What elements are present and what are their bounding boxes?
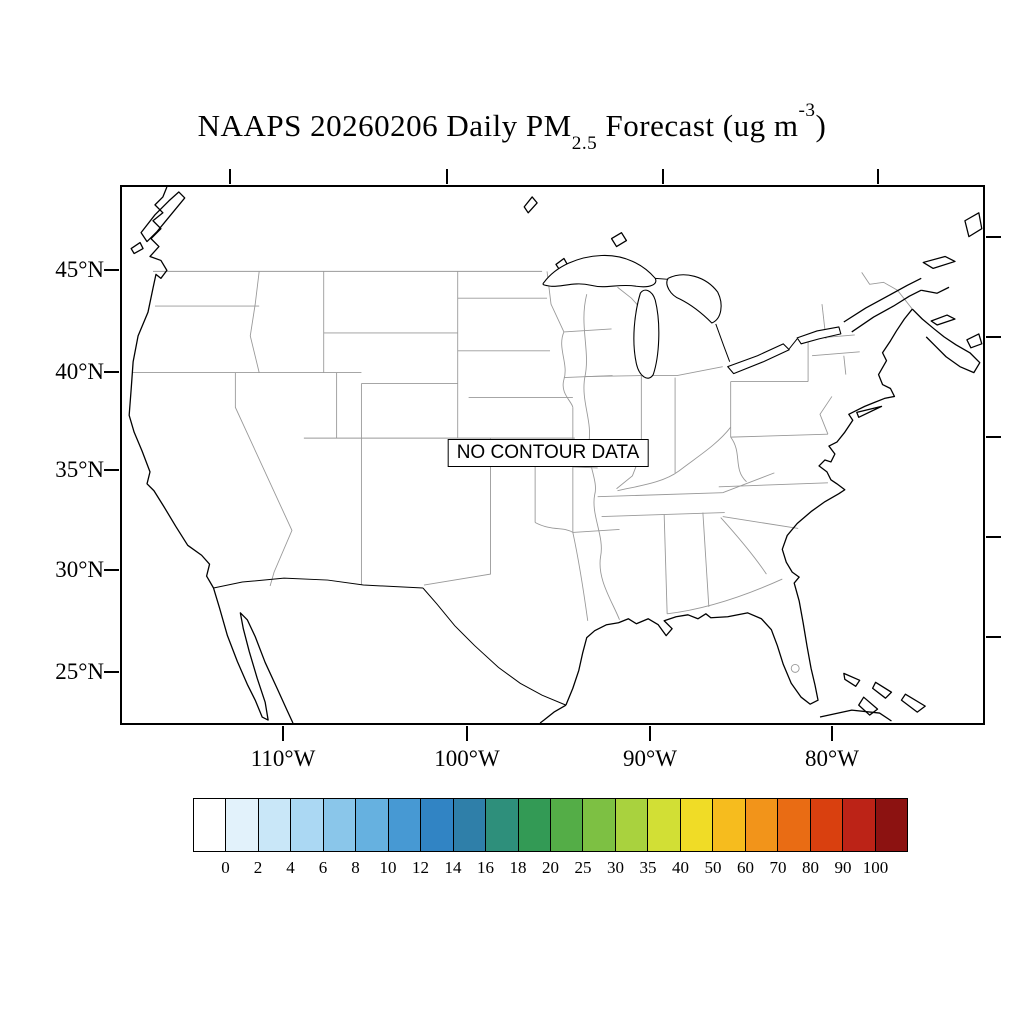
colorbar-tick-label: 35 (639, 858, 657, 877)
colorbar-tick-label: 18 (509, 858, 527, 877)
colorbar-cell (388, 799, 422, 851)
right-tick-mark (986, 536, 1001, 538)
colorbar-tick-label: 8 (351, 858, 360, 877)
bottom-tick-mark (831, 726, 833, 741)
colorbar-cell (550, 799, 584, 851)
lat-tick-label: 40°N (55, 359, 104, 384)
colorbar-tick-label: 12 (412, 858, 429, 877)
title-subscript: 2.5 (571, 132, 598, 154)
top-tick-mark (662, 169, 664, 184)
colorbar-cell (356, 799, 389, 851)
lon-tick-label: 110°W (250, 746, 316, 771)
top-tick-mark (877, 169, 879, 184)
bottom-tick-mark (649, 726, 651, 741)
no-contour-data-label: NO CONTOUR DATA (447, 439, 649, 467)
left-tick-mark (104, 671, 119, 673)
colorbar-cell (875, 799, 907, 851)
title-prefix: NAAPS 20260206 Daily PM (197, 108, 572, 143)
colorbar-cell (583, 799, 616, 851)
plot-title: NAAPS 20260206 Daily PM2.5 Forecast (ug … (0, 100, 1024, 154)
colorbar-cell (713, 799, 746, 851)
colorbar-cell (745, 799, 779, 851)
colorbar-tick-label: 0 (221, 858, 230, 877)
national-borders (213, 277, 798, 706)
title-middle: Forecast (ug m (597, 108, 799, 143)
colorbar-tick-label: 20 (542, 858, 559, 877)
colorbar-tick-label: 6 (318, 858, 328, 877)
colorbar-tick-label: 80 (802, 858, 819, 877)
colorbar-cell (453, 799, 487, 851)
coastline-path (128, 187, 983, 723)
colorbar-tick-label: 25 (574, 858, 592, 877)
colorbar-cell (518, 799, 551, 851)
lat-tick-label: 45°N (55, 257, 104, 282)
colorbar-cell (486, 799, 519, 851)
colorbar-tick-label: 2 (253, 858, 263, 877)
title-superscript: -3 (798, 100, 816, 122)
colorbar-cell (421, 799, 454, 851)
colorbar-tick-label: 16 (477, 858, 494, 877)
lon-tick-label: 80°W (805, 746, 859, 771)
left-tick-mark (104, 371, 119, 373)
colorbar-cell (258, 799, 292, 851)
colorbar-tick-label: 30 (607, 858, 624, 877)
great-lakes (542, 254, 842, 379)
colorbar-tick-label: 10 (379, 858, 397, 877)
colorbar-cell (291, 799, 324, 851)
bottom-tick-mark (282, 726, 284, 741)
colorbar-tick-label: 90 (834, 858, 852, 877)
colorbar-tick-label: 14 (444, 858, 462, 877)
top-tick-mark (229, 169, 231, 184)
right-tick-mark (986, 436, 1001, 438)
lat-tick-label: 35°N (55, 457, 104, 482)
colorbar-cell (648, 799, 681, 851)
right-tick-mark (986, 236, 1001, 238)
colorbar-tick-label: 60 (737, 858, 754, 877)
lat-tick-label: 25°N (55, 659, 104, 684)
colorbar-cell (226, 799, 259, 851)
bottom-tick-mark (466, 726, 468, 741)
colorbar-tick-label: 100 (862, 858, 889, 877)
colorbar-tick-label: 70 (769, 858, 787, 877)
colorbar-tick-label: 50 (704, 858, 722, 877)
colorbar-cell (778, 799, 811, 851)
colorbar-cell (680, 799, 714, 851)
colorbar-cell (810, 799, 844, 851)
colorbar-tick-label: 40 (672, 858, 689, 877)
title-suffix: ) (815, 108, 827, 143)
lon-tick-label: 100°W (434, 746, 500, 771)
lon-tick-label: 90°W (623, 746, 677, 771)
left-tick-mark (104, 569, 119, 571)
top-tick-mark (446, 169, 448, 184)
colorbar-cell (843, 799, 876, 851)
colorbar-cell (323, 799, 357, 851)
left-tick-mark (104, 269, 119, 271)
right-tick-mark (986, 336, 1001, 338)
lat-tick-label: 30°N (55, 557, 104, 582)
colorbar (193, 798, 908, 852)
state-borders (132, 270, 913, 673)
colorbar-tick-label: 4 (286, 858, 295, 877)
colorbar-cell (194, 799, 227, 851)
colorbar-cell (615, 799, 649, 851)
right-tick-mark (986, 636, 1001, 638)
left-tick-mark (104, 469, 119, 471)
